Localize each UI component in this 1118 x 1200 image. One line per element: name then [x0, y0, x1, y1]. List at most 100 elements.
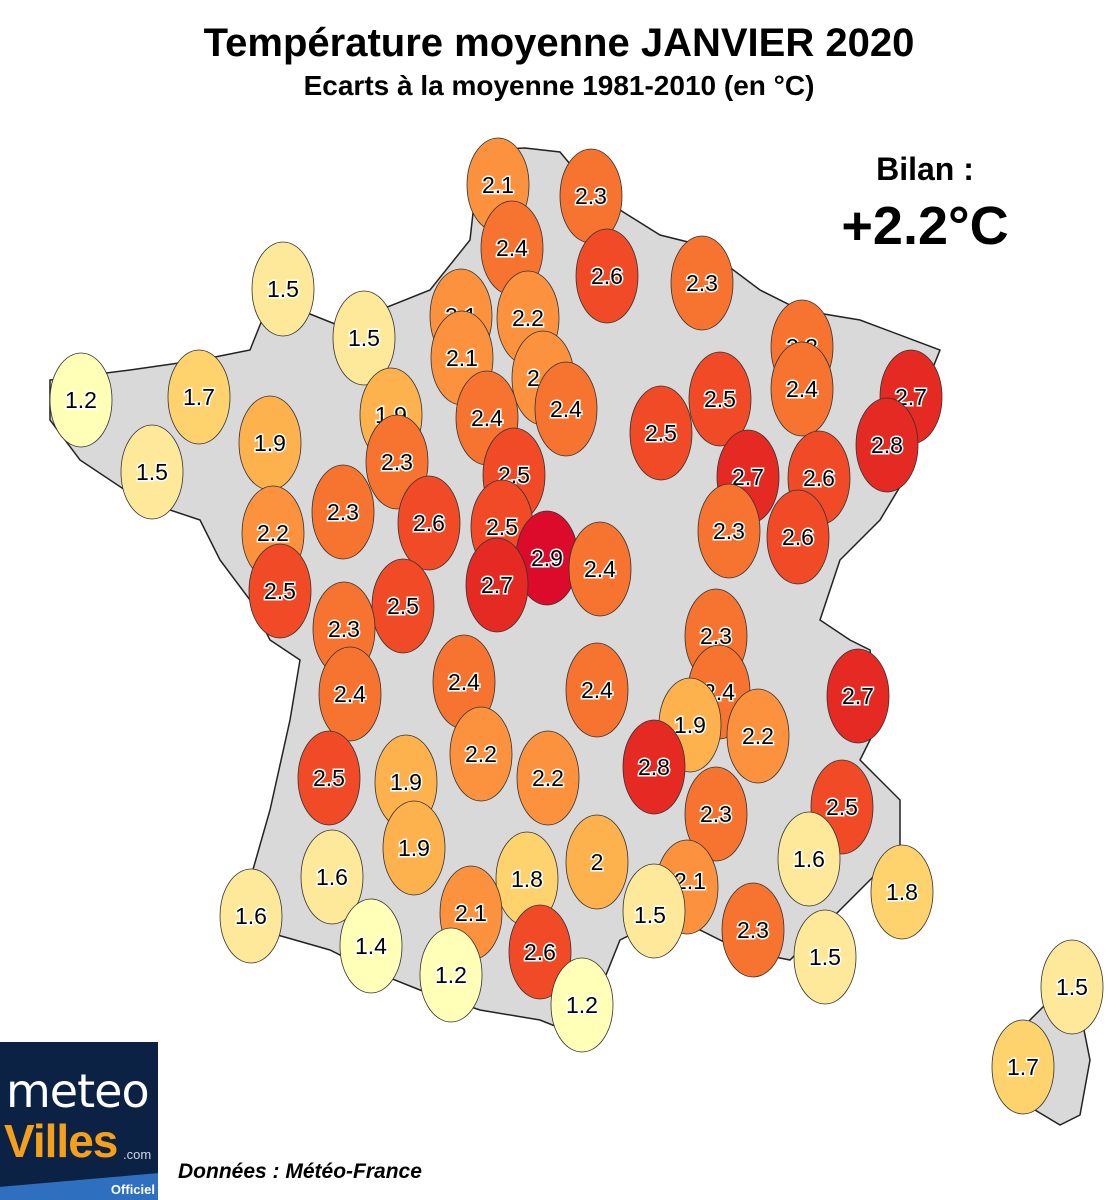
station-marker: 2.8: [622, 719, 686, 815]
station-marker: 2.8: [855, 397, 919, 493]
station-value: 2: [591, 849, 604, 875]
station-bubble: [793, 909, 857, 1005]
station-bubble: [629, 385, 693, 481]
station-value: 2.3: [700, 801, 732, 827]
station-value: 2.4: [496, 235, 528, 261]
station-value: 1.5: [1056, 974, 1088, 1000]
station-bubble: [826, 648, 890, 744]
station-marker: 1.2: [419, 927, 483, 1023]
station-value: 1.4: [355, 933, 387, 959]
map-subtitle: Ecarts à la moyenne 1981-2010 (en °C): [303, 70, 815, 101]
station-value: 1.5: [267, 276, 299, 302]
station-value: 2.3: [700, 623, 732, 649]
station-value: 2.6: [591, 263, 623, 289]
bilan-label: Bilan :: [876, 151, 974, 187]
station-value: 2.9: [531, 545, 563, 571]
station-bubble: [534, 361, 598, 457]
station-value: 2.4: [471, 405, 503, 431]
station-value: 1.9: [390, 769, 422, 795]
station-value: 2.5: [826, 794, 858, 820]
station-value: 2.4: [584, 556, 616, 582]
station-bubble: [311, 464, 375, 560]
station-markers: 2.12.32.42.62.31.51.52.12.22.12.12.32.42…: [49, 137, 1104, 1115]
station-marker: 2.3: [311, 464, 375, 560]
station-marker: 2.4: [534, 361, 598, 457]
station-bubble: [766, 489, 830, 585]
station-value: 1.2: [566, 992, 598, 1018]
logo-badge: Officiel: [110, 1182, 155, 1197]
station-value: 1.8: [511, 866, 543, 892]
station-bubble: [770, 341, 834, 437]
station-marker: 2.3: [559, 148, 623, 244]
station-value: 2.6: [413, 510, 445, 536]
station-bubble: [248, 543, 312, 639]
station-bubble: [449, 706, 513, 802]
station-marker: 2.5: [688, 351, 752, 447]
station-bubble: [550, 957, 614, 1053]
station-marker: 2.5: [371, 558, 435, 654]
station-marker: 2.4: [770, 341, 834, 437]
station-value: 1.8: [886, 879, 918, 905]
station-marker: 1.6: [219, 868, 283, 964]
station-value: 1.7: [183, 384, 215, 410]
station-value: 2.5: [264, 578, 296, 604]
station-marker: 1.5: [1040, 939, 1104, 1035]
station-marker: 2.5: [248, 543, 312, 639]
station-bubble: [508, 904, 572, 1000]
station-value: 1.9: [674, 712, 706, 738]
station-bubble: [339, 898, 403, 994]
station-bubble: [622, 863, 686, 959]
station-bubble: [371, 558, 435, 654]
station-marker: 2.3: [684, 766, 748, 862]
station-marker: 1.2: [550, 957, 614, 1053]
data-source: Données : Météo-France: [178, 1160, 422, 1183]
station-value: 2.5: [486, 514, 518, 540]
station-value: 2.1: [446, 345, 478, 371]
station-marker: 2.7: [826, 648, 890, 744]
station-marker: 2.6: [397, 475, 461, 571]
meteovilles-logo: meteo Villes .com Officiel: [0, 1042, 158, 1200]
station-value: 2.3: [737, 917, 769, 943]
station-bubble: [870, 844, 934, 940]
station-value: 2.8: [638, 754, 670, 780]
station-value: 1.7: [1007, 1054, 1039, 1080]
station-value: 1.2: [435, 962, 467, 988]
station-value: 2.4: [448, 669, 480, 695]
station-bubble: [622, 719, 686, 815]
station-value: 1.9: [254, 430, 286, 456]
station-bubble: [684, 766, 748, 862]
station-marker: 2.4: [432, 634, 496, 730]
logo-text-com: .com: [123, 1147, 152, 1162]
station-bubble: [419, 927, 483, 1023]
station-marker: 2: [565, 814, 629, 910]
station-bubble: [120, 424, 184, 520]
logo-text-villes: Villes: [4, 1115, 118, 1167]
station-marker: 1.7: [167, 349, 231, 445]
station-marker: 2.6: [575, 228, 639, 324]
station-value: 2.6: [782, 524, 814, 550]
station-marker: 2.2: [726, 688, 790, 784]
station-value: 2.4: [786, 376, 818, 402]
station-value: 2.4: [334, 681, 366, 707]
station-marker: 2.4: [318, 646, 382, 742]
station-value: 2.3: [686, 270, 718, 296]
station-value: 2.5: [313, 765, 345, 791]
station-value: 2.5: [704, 386, 736, 412]
station-bubble: [991, 1019, 1055, 1115]
station-marker: 2.2: [516, 730, 580, 826]
station-value: 2.2: [465, 741, 497, 767]
station-marker: 2.4: [565, 642, 629, 738]
station-value: 2.7: [481, 572, 513, 598]
station-marker: 1.4: [339, 898, 403, 994]
station-value: 1.6: [793, 846, 825, 872]
station-marker: 1.7: [991, 1019, 1055, 1115]
station-value: 1.5: [809, 944, 841, 970]
station-bubble: [565, 814, 629, 910]
station-marker: 1.8: [495, 831, 559, 927]
station-bubble: [300, 829, 364, 925]
station-value: 1.2: [65, 387, 97, 413]
station-value: 2.5: [645, 420, 677, 446]
station-marker: 1.6: [777, 811, 841, 907]
station-marker: 1.9: [382, 800, 446, 896]
station-bubble: [251, 241, 315, 337]
